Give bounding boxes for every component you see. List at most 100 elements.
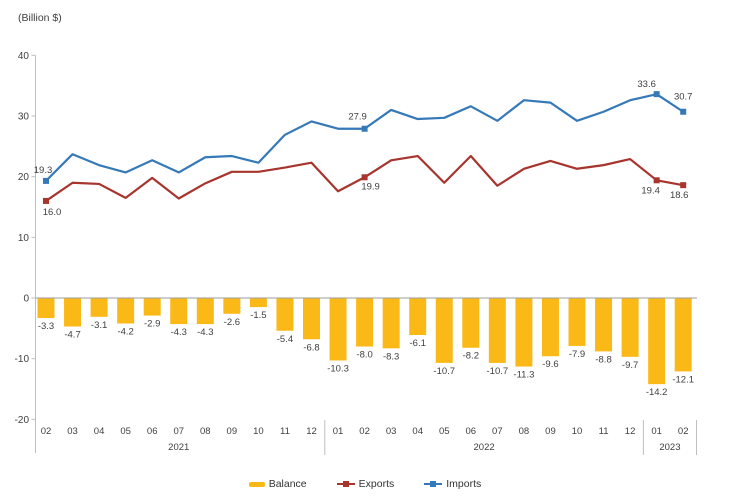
legend-label-imports: Imports — [446, 478, 482, 490]
month-label: 08 — [200, 426, 211, 437]
imports-point-label: 27.9 — [348, 112, 367, 123]
chart-legend: Balance Exports Imports — [0, 478, 730, 490]
balance-value-label: -9.7 — [622, 360, 638, 371]
month-label: 06 — [466, 426, 477, 437]
imports-point-marker — [653, 91, 660, 98]
balance-value-label: -8.2 — [463, 351, 479, 362]
month-label: 10 — [572, 426, 583, 437]
balance-value-label: -3.1 — [91, 320, 107, 331]
balance-bar — [488, 298, 506, 363]
exports-point-marker — [680, 182, 687, 189]
balance-value-label: -2.9 — [144, 319, 160, 330]
month-label: 01 — [651, 426, 662, 437]
y-tick-label: 40 — [18, 51, 30, 62]
month-label: 02 — [41, 426, 52, 437]
balance-value-label: -8.0 — [356, 350, 372, 361]
exports-line-swatch-icon — [336, 481, 355, 487]
month-label: 03 — [386, 426, 397, 437]
month-label: 08 — [519, 426, 530, 437]
balance-value-label: -5.4 — [277, 334, 293, 345]
balance-bar — [143, 298, 161, 316]
imports-line-swatch-icon — [424, 481, 443, 487]
legend-item-balance: Balance — [248, 478, 307, 490]
imports-point-label: 30.7 — [674, 92, 693, 103]
imports-point-marker — [361, 125, 368, 132]
balance-value-label: -7.9 — [569, 349, 585, 360]
exports-point-label: 16.0 — [43, 207, 62, 218]
year-label: 2023 — [659, 442, 680, 453]
balance-value-label: -12.1 — [672, 374, 694, 385]
balance-bar-swatch-icon — [248, 481, 265, 487]
balance-value-label: -9.6 — [542, 359, 558, 370]
month-label: 11 — [599, 426, 609, 437]
balance-bar — [462, 298, 480, 348]
month-label: 07 — [492, 426, 503, 437]
y-tick-label: -10 — [15, 354, 30, 365]
balance-value-label: -8.3 — [383, 351, 399, 362]
balance-bar — [648, 298, 666, 385]
balance-bar — [329, 298, 347, 361]
y-tick-label: -20 — [15, 415, 30, 426]
month-label: 12 — [306, 426, 317, 437]
month-label: 01 — [333, 426, 344, 437]
month-label: 04 — [94, 426, 105, 437]
exports-point-label: 18.6 — [670, 190, 689, 201]
balance-bar — [249, 298, 267, 308]
exports-point-marker — [361, 174, 368, 181]
balance-bar — [541, 298, 559, 357]
month-label: 05 — [120, 426, 131, 437]
balance-value-label: -1.5 — [250, 310, 266, 321]
balance-bar — [568, 298, 586, 346]
balance-bar — [170, 298, 188, 325]
legend-item-exports: Exports — [336, 478, 395, 490]
y-tick-label: 20 — [18, 172, 30, 183]
balance-bar — [276, 298, 294, 331]
balance-bar — [223, 298, 241, 314]
balance-bar — [515, 298, 533, 367]
exports-point-marker — [43, 197, 49, 204]
exports-point-marker — [653, 177, 660, 184]
balance-bar — [674, 298, 692, 372]
month-label: 07 — [173, 426, 184, 437]
balance-value-label: -14.2 — [646, 387, 668, 398]
month-label: 11 — [280, 426, 290, 437]
balance-value-label: -11.3 — [513, 370, 534, 381]
y-tick-label: 30 — [18, 111, 30, 122]
month-label: 06 — [147, 426, 158, 437]
imports-point-label: 19.3 — [34, 165, 53, 176]
y-tick-label: 10 — [18, 233, 30, 244]
imports-point-marker — [43, 177, 49, 184]
year-label: 2022 — [474, 442, 495, 453]
balance-bar — [595, 298, 613, 352]
month-label: 04 — [412, 426, 423, 437]
balance-value-label: -4.3 — [171, 327, 187, 338]
balance-bar — [621, 298, 639, 357]
month-label: 09 — [545, 426, 556, 437]
balance-bar — [37, 298, 55, 319]
balance-bar — [382, 298, 400, 349]
exports-point-label: 19.4 — [641, 185, 660, 196]
legend-label-exports: Exports — [358, 478, 395, 490]
balance-bar — [409, 298, 427, 336]
month-label: 02 — [359, 426, 370, 437]
balance-value-label: -3.3 — [38, 321, 54, 332]
balance-bar — [356, 298, 374, 347]
imports-point-label: 33.6 — [637, 79, 656, 90]
balance-value-label: -10.3 — [327, 363, 349, 374]
balance-bar — [64, 298, 82, 327]
month-label: 05 — [439, 426, 450, 437]
balance-bar — [90, 298, 108, 317]
balance-value-label: -6.8 — [303, 342, 319, 353]
month-label: 02 — [678, 426, 689, 437]
balance-bar — [196, 298, 214, 325]
balance-value-label: -6.1 — [410, 338, 426, 349]
balance-bar — [435, 298, 453, 363]
balance-value-label: -4.3 — [197, 327, 213, 338]
legend-item-imports: Imports — [424, 478, 481, 490]
balance-value-label: -10.7 — [487, 366, 509, 377]
balance-value-label: -4.2 — [117, 326, 133, 337]
month-label: 09 — [227, 426, 238, 437]
month-label: 10 — [253, 426, 264, 437]
balance-bar — [117, 298, 135, 324]
y-tick-label: 0 — [23, 294, 29, 305]
